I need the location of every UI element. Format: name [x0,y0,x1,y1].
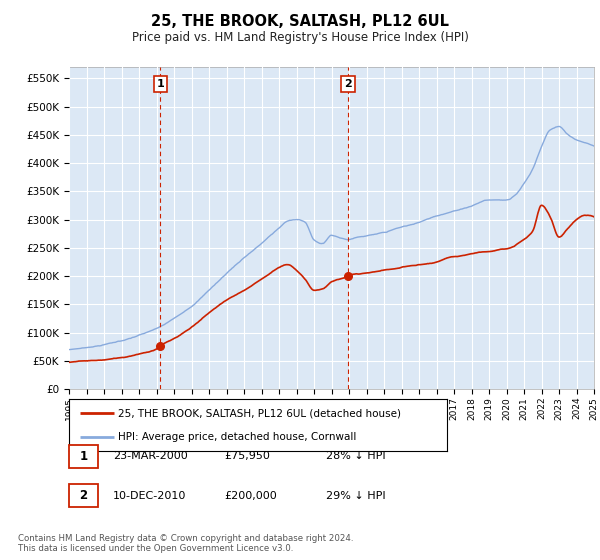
Text: 2: 2 [79,489,88,502]
Text: Contains HM Land Registry data © Crown copyright and database right 2024.
This d: Contains HM Land Registry data © Crown c… [18,534,353,553]
Text: Price paid vs. HM Land Registry's House Price Index (HPI): Price paid vs. HM Land Registry's House … [131,31,469,44]
Text: 25, THE BROOK, SALTASH, PL12 6UL (detached house): 25, THE BROOK, SALTASH, PL12 6UL (detach… [118,408,401,418]
Text: 28% ↓ HPI: 28% ↓ HPI [326,451,385,461]
Text: £75,950: £75,950 [224,451,269,461]
Text: 1: 1 [157,79,164,89]
Text: 1: 1 [79,450,88,463]
Text: 2: 2 [344,79,352,89]
Text: £200,000: £200,000 [224,491,277,501]
Text: HPI: Average price, detached house, Cornwall: HPI: Average price, detached house, Corn… [118,432,356,442]
Text: 25, THE BROOK, SALTASH, PL12 6UL: 25, THE BROOK, SALTASH, PL12 6UL [151,14,449,29]
Text: 10-DEC-2010: 10-DEC-2010 [113,491,186,501]
Text: 23-MAR-2000: 23-MAR-2000 [113,451,188,461]
Text: 29% ↓ HPI: 29% ↓ HPI [326,491,385,501]
